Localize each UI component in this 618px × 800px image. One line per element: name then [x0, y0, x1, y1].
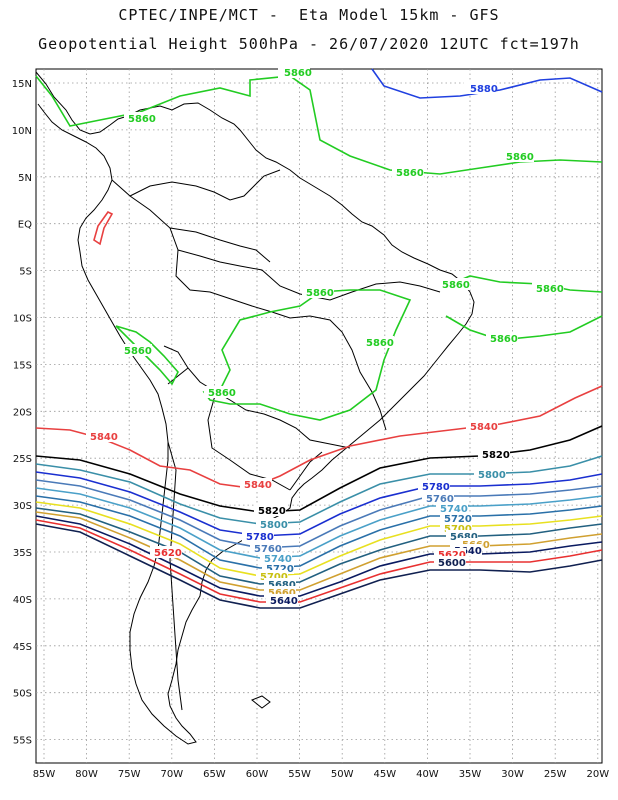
contour-label-5760: 5760	[426, 494, 454, 505]
lon-tick-label: 25W	[544, 769, 567, 780]
contour-label-5860: 5860	[490, 334, 518, 345]
lat-tick-label: 50S	[13, 689, 32, 700]
contour-label-5840: 5840	[470, 422, 498, 433]
contour-label-5700: 5700	[260, 572, 288, 583]
lon-tick-label: 55W	[288, 769, 311, 780]
contour-label-5860: 5860	[306, 288, 334, 299]
contour-line-5860-peru	[93, 210, 114, 246]
contour-label-5740: 5740	[440, 504, 468, 515]
contour-label-5820: 5820	[482, 450, 510, 461]
falkland-islands	[251, 695, 271, 709]
plot-frame	[35, 68, 603, 764]
contour-label-5860: 5860	[128, 114, 156, 125]
contour-line-5740	[35, 487, 603, 559]
contour-label-5700: 5700	[444, 524, 472, 535]
lon-tick-label: 30W	[501, 769, 524, 780]
contour-line-5780	[35, 471, 603, 537]
lat-tick-label: 45S	[13, 642, 32, 653]
lon-tick-label: 70W	[160, 769, 183, 780]
contour-label-5660: 5660	[268, 588, 296, 599]
lat-tick-label: 10N	[12, 126, 32, 137]
lat-tick-label: 40S	[13, 595, 32, 606]
contour-label-5780: 5780	[422, 482, 450, 493]
contour-line-5620	[35, 519, 603, 603]
contour-label-5860: 5860	[124, 346, 152, 357]
contour-label-5780: 5780	[246, 532, 274, 543]
lat-tick-label: 55S	[13, 736, 32, 747]
lat-tick-label: 5S	[19, 267, 32, 278]
contour-label-5840: 5840	[90, 432, 118, 443]
contour-label-5860: 5860	[536, 284, 564, 295]
contour-label-5620: 5620	[154, 548, 182, 559]
contour-label-5680: 5680	[450, 532, 478, 543]
contour-line-5660	[35, 511, 603, 591]
contour-label-5860: 5860	[442, 280, 470, 291]
contour-label-5860: 5860	[506, 152, 534, 163]
contour-label-5800: 5800	[260, 520, 288, 531]
contour-line-5800	[35, 455, 603, 525]
contour-lines	[35, 68, 603, 609]
contour-line-5700	[35, 501, 603, 577]
contour-label-5800: 5800	[478, 470, 506, 481]
lat-tick-label: EQ	[18, 220, 32, 231]
contour-label-5860: 5860	[208, 388, 236, 399]
contour-labels: 5880 5860 5860 5860 5860 5860 5860 5860 …	[86, 66, 564, 607]
axis-labels: 15N 10N 5N EQ 5S 10S 15S 20S 25S 30S 35S 40S 45S 50S 5…	[12, 79, 609, 780]
contour-line-5860-center	[202, 289, 412, 421]
lat-tick-label: 35S	[13, 548, 32, 559]
lon-tick-label: 45W	[373, 769, 396, 780]
lat-tick-label: 5N	[18, 173, 32, 184]
contour-label-5620: 5620	[438, 550, 466, 561]
contour-label-5720: 5720	[266, 564, 294, 575]
lat-tick-label: 20S	[13, 407, 32, 418]
lon-tick-label: 20W	[586, 769, 609, 780]
lon-tick-label: 85W	[33, 769, 56, 780]
contour-label-5860: 5860	[396, 168, 424, 179]
lon-tick-label: 50W	[331, 769, 354, 780]
contour-line-5720	[35, 495, 603, 569]
lon-tick-label: 35W	[459, 769, 482, 780]
lat-tick-label: 15N	[12, 79, 32, 90]
map-title-line2: Geopotential Height 500hPa - 26/07/2020 …	[38, 35, 580, 53]
lat-tick-label: 25S	[13, 454, 32, 465]
contour-label-5860: 5860	[284, 68, 312, 79]
lat-tick-label: 15S	[13, 360, 32, 371]
contour-line-5600	[35, 523, 603, 609]
contour-label-5640: 5640	[454, 546, 482, 557]
contour-line-5760	[35, 479, 603, 549]
contour-label-5860: 5860	[366, 338, 394, 349]
contour-line-5840	[35, 385, 603, 489]
contour-line-5680	[35, 507, 603, 585]
lon-tick-label: 75W	[118, 769, 141, 780]
lon-tick-label: 65W	[203, 769, 226, 780]
contour-line-5860-east	[445, 275, 603, 341]
contour-label-5680: 5680	[268, 580, 296, 591]
contour-label-5880: 5880	[470, 84, 498, 95]
contour-label-5740: 5740	[264, 554, 292, 565]
contour-line-5820	[35, 425, 603, 513]
contour-label-5640: 5640	[270, 596, 298, 607]
lat-tick-label: 30S	[13, 501, 32, 512]
lat-tick-label: 10S	[13, 314, 32, 325]
lon-tick-label: 60W	[246, 769, 269, 780]
lon-tick-label: 80W	[75, 769, 98, 780]
contour-line-5640	[35, 515, 603, 597]
contour-label-5820: 5820	[258, 506, 286, 517]
contour-label-5760: 5760	[254, 544, 282, 555]
lon-tick-label: 40W	[416, 769, 439, 780]
map-title-line1: CPTEC/INPE/MCT - Eta Model 15km - GFS	[118, 6, 500, 24]
contour-label-5840: 5840	[244, 480, 272, 491]
contour-label-5720: 5720	[444, 514, 472, 525]
contour-label-5600: 5600	[438, 558, 466, 569]
